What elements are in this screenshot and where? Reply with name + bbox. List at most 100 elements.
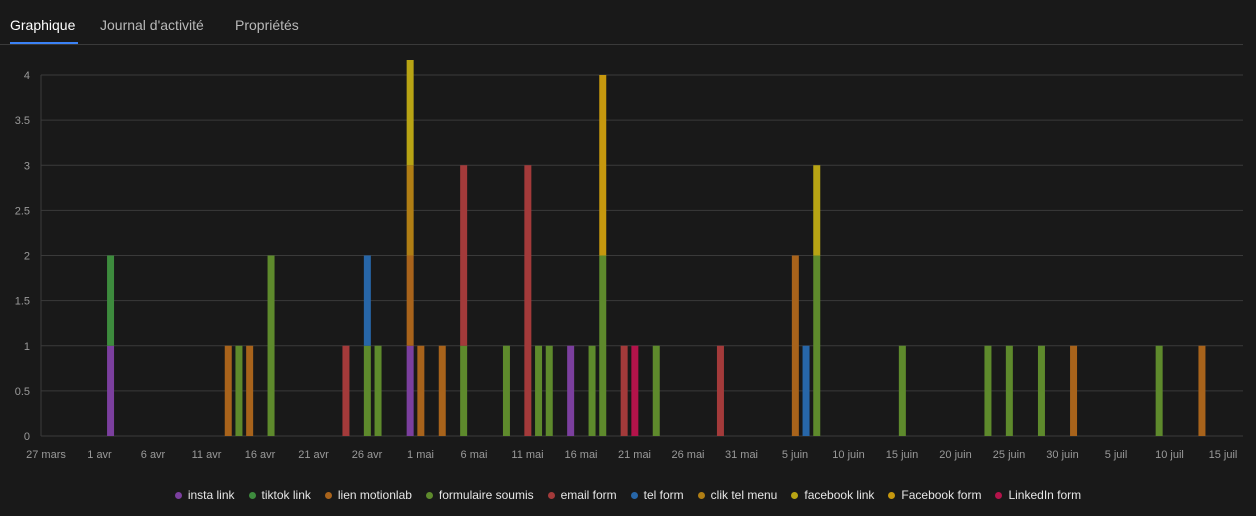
y-tick-label: 3 bbox=[24, 160, 30, 172]
bar-segment-formulaire-soumis[interactable] bbox=[652, 345, 660, 436]
x-tick-label: 10 juil bbox=[1155, 449, 1184, 461]
tab-bar: Graphique Journal d'activité Propriétés bbox=[0, 0, 1243, 45]
x-tick-label: 5 juil bbox=[1105, 449, 1128, 461]
bar-segment-insta-link[interactable] bbox=[406, 345, 414, 436]
x-tick-label: 11 mai bbox=[511, 449, 543, 461]
y-tick-label: 2 bbox=[24, 251, 30, 263]
legend-item-formulaire-soumis[interactable]: formulaire soumis bbox=[425, 488, 534, 502]
legend-item-linkedin-form[interactable]: LinkedIn form bbox=[995, 488, 1081, 502]
legend-label: formulaire soumis bbox=[438, 488, 534, 502]
y-tick-label: 3.5 bbox=[15, 115, 30, 127]
bar-segment-linkedin-form[interactable] bbox=[631, 345, 639, 436]
bar-segment-formulaire-soumis[interactable] bbox=[460, 345, 468, 436]
bar-segment-formulaire-soumis[interactable] bbox=[599, 255, 607, 437]
y-tick-label: 0 bbox=[24, 431, 30, 443]
bar-segment-formulaire-soumis[interactable] bbox=[1155, 345, 1163, 436]
x-tick-label: 15 juil bbox=[1209, 449, 1238, 461]
legend-item-tiktok-link[interactable]: tiktok link bbox=[248, 488, 311, 502]
x-tick-label: 27 mars bbox=[26, 449, 66, 461]
legend-label: LinkedIn form bbox=[1008, 488, 1082, 502]
bar-segment-email-form[interactable] bbox=[716, 345, 724, 436]
y-tick-label: 4 bbox=[24, 70, 30, 82]
bar-segment-clik-tel-menu[interactable] bbox=[406, 165, 414, 256]
legend-swatch-icon bbox=[697, 491, 705, 499]
bar-segment-email-form[interactable] bbox=[342, 345, 350, 436]
active-tab-indicator bbox=[10, 42, 78, 44]
bar-segment-formulaire-soumis[interactable] bbox=[535, 345, 543, 436]
bar-segment-tel-form[interactable] bbox=[363, 255, 371, 346]
legend-item-insta-link[interactable]: insta link bbox=[174, 488, 235, 502]
bar-segment-lien-motionlab[interactable] bbox=[246, 345, 254, 436]
x-tick-label: 26 avr bbox=[352, 449, 383, 461]
bar-segment-formulaire-soumis[interactable] bbox=[235, 345, 243, 436]
x-tick-label: 10 juin bbox=[832, 449, 864, 461]
tab-journal-activite[interactable]: Journal d'activité bbox=[100, 17, 204, 33]
legend-item-tel-form[interactable]: tel form bbox=[630, 488, 684, 502]
bar-segment-facebook-link[interactable] bbox=[406, 60, 414, 166]
legend-item-lien-motionlab[interactable]: lien motionlab bbox=[324, 488, 412, 502]
chart-legend: insta link tiktok link lien motionlab formu… bbox=[0, 486, 1256, 504]
bar-segment-formulaire-soumis[interactable] bbox=[363, 345, 371, 436]
x-tick-label: 15 juin bbox=[886, 449, 918, 461]
bar-segment-formulaire-soumis[interactable] bbox=[1005, 345, 1013, 436]
x-tick-label: 5 juin bbox=[782, 449, 808, 461]
x-tick-label: 6 mai bbox=[461, 449, 488, 461]
legend-swatch-icon bbox=[547, 491, 555, 499]
bar-segment-email-form[interactable] bbox=[620, 345, 628, 436]
legend-label: tel form bbox=[643, 488, 684, 502]
bar-segment-lien-motionlab[interactable] bbox=[791, 255, 799, 437]
bar-segment-insta-link[interactable] bbox=[567, 345, 575, 436]
bar-segment-insta-link[interactable] bbox=[107, 345, 115, 436]
x-tick-label: 6 avr bbox=[141, 449, 166, 461]
legend-label: clik tel menu bbox=[710, 488, 778, 502]
bar-segment-formulaire-soumis[interactable] bbox=[984, 345, 992, 436]
bar-segment-lien-motionlab[interactable] bbox=[438, 345, 446, 436]
x-tick-label: 16 mai bbox=[564, 449, 597, 461]
legend-swatch-icon bbox=[324, 491, 332, 499]
legend-label: email form bbox=[560, 488, 617, 502]
legend-label: insta link bbox=[187, 488, 235, 502]
bar-segment-lien-motionlab[interactable] bbox=[417, 345, 425, 436]
bar-segment-lien-motionlab[interactable] bbox=[406, 255, 414, 346]
bar-segment-formulaire-soumis[interactable] bbox=[588, 345, 596, 436]
x-tick-label: 11 avr bbox=[192, 449, 222, 461]
bar-segment-formulaire-soumis[interactable] bbox=[374, 345, 382, 436]
legend-item-facebook-link[interactable]: facebook link bbox=[791, 488, 874, 502]
legend-item-clik-tel-menu[interactable]: clik tel menu bbox=[697, 488, 778, 502]
bar-segment-lien-motionlab[interactable] bbox=[224, 345, 232, 436]
bar-segment-facebook-form[interactable] bbox=[599, 75, 607, 256]
tab-proprietes[interactable]: Propriétés bbox=[235, 17, 299, 33]
bar-segment-formulaire-soumis[interactable] bbox=[502, 345, 510, 436]
bar-segment-formulaire-soumis[interactable] bbox=[898, 345, 906, 436]
legend-item-email-form[interactable]: email form bbox=[547, 488, 617, 502]
bar-segment-tiktok-link[interactable] bbox=[107, 255, 115, 346]
legend-swatch-icon bbox=[248, 491, 256, 499]
x-tick-label: 26 mai bbox=[671, 449, 704, 461]
x-tick-label: 21 avr bbox=[298, 449, 329, 461]
bar-segment-lien-motionlab[interactable] bbox=[1198, 345, 1206, 436]
legend-swatch-icon bbox=[174, 491, 182, 499]
tab-graphique[interactable]: Graphique bbox=[10, 17, 76, 33]
legend-swatch-icon bbox=[425, 491, 433, 499]
y-tick-label: 2.5 bbox=[15, 205, 30, 217]
legend-swatch-icon bbox=[888, 491, 896, 499]
bar-segment-email-form[interactable] bbox=[460, 165, 468, 346]
legend-label: facebook link bbox=[804, 488, 875, 502]
bar-segment-formulaire-soumis[interactable] bbox=[267, 255, 275, 437]
bar-segment-formulaire-soumis[interactable] bbox=[1037, 345, 1045, 436]
bar-segment-facebook-link[interactable] bbox=[813, 165, 821, 256]
legend-swatch-icon bbox=[791, 491, 799, 499]
y-tick-label: 0.5 bbox=[15, 386, 30, 398]
legend-item-facebook-form[interactable]: Facebook form bbox=[888, 488, 981, 502]
legend-swatch-icon bbox=[995, 491, 1003, 499]
x-tick-label: 21 mai bbox=[618, 449, 651, 461]
x-tick-label: 31 mai bbox=[725, 449, 758, 461]
bar-segment-formulaire-soumis[interactable] bbox=[545, 345, 553, 436]
bar-segment-tel-form[interactable] bbox=[802, 345, 810, 436]
x-tick-label: 30 juin bbox=[1046, 449, 1078, 461]
x-tick-label: 1 avr bbox=[87, 449, 112, 461]
bar-segment-email-form[interactable] bbox=[524, 165, 532, 436]
bar-segment-formulaire-soumis[interactable] bbox=[813, 255, 821, 437]
bar-segment-lien-motionlab[interactable] bbox=[1070, 345, 1078, 436]
legend-label: tiktok link bbox=[261, 488, 311, 502]
